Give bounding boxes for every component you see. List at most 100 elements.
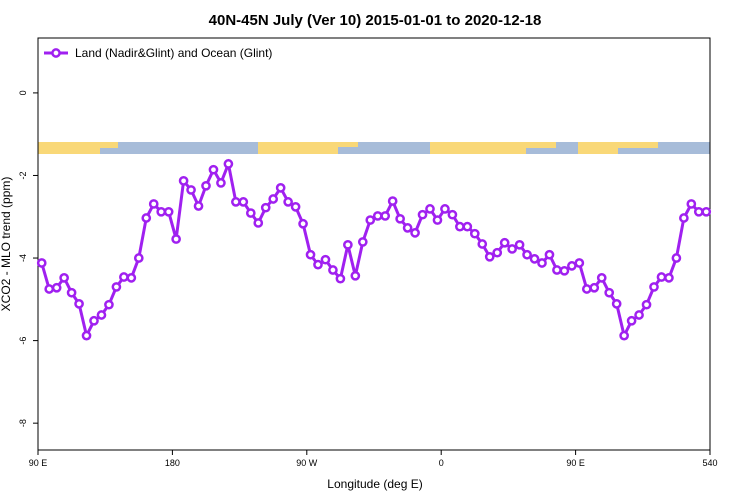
point bbox=[522, 249, 532, 260]
point bbox=[141, 213, 152, 223]
point bbox=[320, 254, 331, 265]
point bbox=[216, 178, 226, 188]
point bbox=[417, 209, 428, 220]
point bbox=[81, 330, 92, 341]
point bbox=[343, 239, 353, 250]
point bbox=[89, 315, 99, 326]
point bbox=[679, 213, 689, 223]
point bbox=[387, 196, 398, 206]
point bbox=[589, 282, 600, 293]
legend-marker bbox=[51, 48, 61, 58]
point bbox=[51, 282, 62, 293]
point bbox=[462, 221, 473, 232]
point bbox=[104, 299, 114, 310]
point bbox=[559, 265, 570, 276]
legend-label: Land (Nadir&Glint) and Ocean (Glint) bbox=[75, 46, 272, 60]
point bbox=[156, 206, 167, 217]
x-tick-label: 90 E bbox=[566, 458, 585, 468]
point bbox=[507, 244, 517, 254]
point bbox=[365, 215, 376, 225]
point bbox=[380, 211, 391, 221]
x-tick-label: 90 E bbox=[29, 458, 48, 468]
point bbox=[59, 273, 69, 283]
point bbox=[552, 265, 562, 275]
point bbox=[74, 299, 84, 309]
land-ocean-strip bbox=[38, 142, 710, 154]
y-tick-label: 0 bbox=[18, 90, 28, 95]
y-axis-label: XCO2 - MLO trend (ppm) bbox=[0, 177, 13, 312]
point bbox=[671, 253, 682, 263]
point bbox=[455, 221, 465, 232]
point bbox=[484, 251, 495, 262]
point bbox=[693, 206, 704, 217]
chart-title: 40N-45N July (Ver 10) 2015-01-01 to 2020… bbox=[209, 12, 542, 29]
point bbox=[290, 201, 301, 212]
point bbox=[410, 228, 420, 238]
y-tick-label: -8 bbox=[18, 419, 28, 427]
y-tick-label: -4 bbox=[18, 254, 28, 262]
point bbox=[544, 249, 555, 260]
point bbox=[96, 310, 107, 320]
point bbox=[231, 197, 241, 207]
point bbox=[126, 273, 137, 283]
point bbox=[402, 223, 413, 233]
point bbox=[596, 273, 607, 283]
point bbox=[171, 234, 181, 244]
point bbox=[313, 259, 323, 270]
point bbox=[178, 175, 189, 186]
point bbox=[477, 239, 488, 249]
point bbox=[208, 164, 219, 175]
point bbox=[253, 218, 264, 228]
point bbox=[111, 282, 122, 292]
point bbox=[268, 194, 279, 204]
point bbox=[238, 197, 249, 207]
point bbox=[581, 284, 592, 294]
point bbox=[619, 330, 629, 341]
y-tick-label: -6 bbox=[18, 337, 28, 345]
point bbox=[305, 249, 316, 260]
point bbox=[133, 253, 144, 263]
x-tick-label: 540 bbox=[702, 458, 717, 468]
point bbox=[432, 215, 443, 225]
point bbox=[245, 208, 256, 218]
x-tick-label: 0 bbox=[439, 458, 444, 468]
point bbox=[223, 159, 234, 169]
point bbox=[611, 299, 622, 309]
point bbox=[148, 199, 159, 209]
point bbox=[425, 204, 435, 214]
point bbox=[641, 299, 652, 310]
point bbox=[492, 247, 503, 258]
point bbox=[686, 199, 697, 209]
point bbox=[66, 287, 77, 298]
x-tick-label: 180 bbox=[165, 458, 180, 468]
point bbox=[469, 228, 480, 239]
point bbox=[604, 287, 615, 298]
point bbox=[36, 258, 47, 268]
point bbox=[372, 211, 383, 221]
point bbox=[283, 197, 293, 207]
point bbox=[626, 315, 637, 326]
point bbox=[193, 201, 204, 211]
point bbox=[529, 254, 540, 264]
plot-frame bbox=[37, 37, 711, 451]
point bbox=[514, 239, 525, 250]
point bbox=[499, 237, 510, 248]
point bbox=[44, 284, 55, 294]
point bbox=[701, 206, 712, 217]
point bbox=[574, 258, 585, 268]
point bbox=[260, 202, 271, 213]
point bbox=[649, 282, 659, 292]
point bbox=[440, 204, 450, 214]
point bbox=[119, 272, 129, 282]
point bbox=[201, 180, 211, 191]
point bbox=[163, 206, 174, 217]
point bbox=[664, 273, 674, 283]
point bbox=[350, 270, 361, 281]
x-axis-label: Longitude (deg E) bbox=[327, 477, 422, 491]
point bbox=[656, 272, 667, 282]
point bbox=[186, 185, 196, 195]
x-tick-label: 90 W bbox=[296, 458, 318, 468]
series-line bbox=[40, 158, 707, 341]
point bbox=[335, 273, 346, 284]
point bbox=[328, 265, 338, 275]
